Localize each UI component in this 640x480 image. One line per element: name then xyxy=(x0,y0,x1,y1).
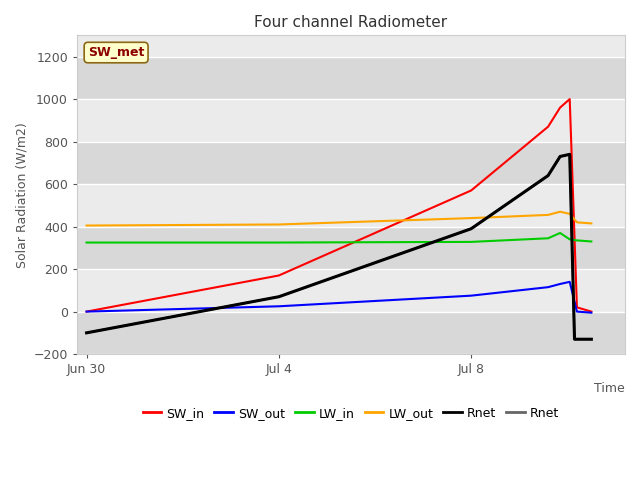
Bar xyxy=(77,57,625,99)
Title: Four channel Radiometer: Four channel Radiometer xyxy=(255,15,447,30)
Legend: SW_in, SW_out, LW_in, LW_out, Rnet, Rnet: SW_in, SW_out, LW_in, LW_out, Rnet, Rnet xyxy=(138,402,564,425)
Y-axis label: Solar Radiation (W/m2): Solar Radiation (W/m2) xyxy=(15,122,28,267)
Bar xyxy=(77,184,625,227)
Bar xyxy=(77,269,625,312)
Bar xyxy=(77,227,625,269)
X-axis label: Time: Time xyxy=(595,382,625,395)
Bar xyxy=(77,142,625,184)
Text: SW_met: SW_met xyxy=(88,46,144,59)
Bar xyxy=(77,312,625,354)
Bar xyxy=(77,99,625,142)
